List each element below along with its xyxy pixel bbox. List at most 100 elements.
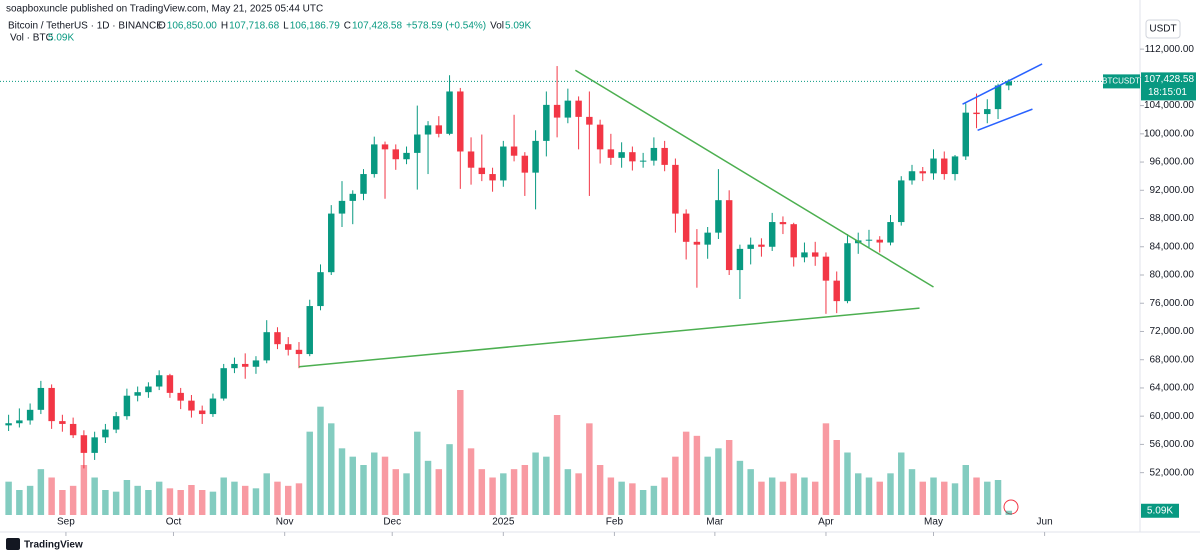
volume-bar	[91, 477, 98, 515]
candle-body	[123, 395, 131, 417]
volume-bar	[962, 465, 969, 515]
candle-body	[693, 241, 701, 245]
y-tick-label: 112,000.00	[1145, 44, 1195, 55]
candle-body	[532, 140, 539, 173]
volume-bar	[145, 490, 152, 515]
candle-body	[16, 420, 23, 424]
volume-bar	[392, 469, 399, 515]
volume-bar	[16, 490, 23, 515]
currency[interactable]: USDT	[1149, 24, 1176, 35]
volume-bar	[661, 477, 668, 515]
volume-bar	[876, 481, 883, 515]
volume-bar	[381, 456, 389, 515]
y-tick-label: 64,000.00	[1150, 383, 1195, 394]
volume-bar	[596, 465, 604, 515]
candle-body	[629, 152, 636, 162]
volume-bar	[704, 456, 711, 515]
volume-bar	[639, 490, 647, 515]
candle-body	[908, 171, 916, 181]
y-tick-label: 80,000.00	[1150, 270, 1195, 281]
candle-body	[575, 100, 582, 117]
volume-bar	[457, 390, 464, 515]
candle-body	[91, 437, 98, 453]
volume-bar	[553, 415, 561, 515]
candle-body	[328, 213, 335, 273]
currency-box[interactable]	[1145, 19, 1181, 39]
volume-bar	[252, 488, 260, 515]
ohlc-key: L	[283, 21, 289, 32]
volume-bar	[166, 488, 174, 515]
volume-bar	[349, 456, 356, 515]
candle-body	[994, 85, 1002, 110]
candle-body	[48, 387, 55, 422]
symbol-tag: BTCUSDT	[1102, 76, 1140, 85]
volume-bar	[682, 431, 690, 515]
volume-bar	[941, 481, 948, 515]
candle-body	[5, 423, 12, 426]
volume-bar	[725, 440, 733, 515]
volume-bar	[930, 477, 937, 515]
candle-body	[973, 112, 980, 115]
candle-body	[263, 332, 270, 361]
volume-bar	[650, 485, 658, 515]
candle-body	[360, 174, 367, 194]
volume-bar	[951, 483, 959, 515]
volume-bar	[446, 444, 453, 515]
candle-body	[790, 224, 797, 258]
candle-body	[747, 244, 754, 249]
volume-bar	[575, 473, 582, 515]
volume-bar	[811, 481, 819, 515]
y-tick-label: 104,000.00	[1144, 100, 1194, 111]
published-line: soapboxuncle published on TradingView.co…	[6, 4, 323, 15]
candle-body	[80, 435, 88, 453]
candle-body	[607, 149, 615, 158]
candle-body	[69, 423, 77, 436]
candle-body	[919, 171, 926, 174]
vol-legend: Vol · BTC	[10, 33, 53, 44]
volume-bar	[747, 469, 754, 515]
volume-bar	[607, 477, 615, 515]
candle-body	[285, 344, 292, 350]
trend-line	[298, 307, 920, 368]
volume-bar	[317, 406, 324, 515]
candle-body	[435, 125, 443, 134]
ohlc-key: C	[344, 21, 351, 32]
volume-bar	[715, 448, 722, 515]
vol-key: Vol	[490, 21, 504, 32]
candle-body	[801, 252, 808, 258]
candle-body	[446, 91, 453, 134]
candle-body	[704, 232, 711, 245]
ohlc-value: 106,850.00	[167, 21, 217, 32]
x-tick-label: 2025	[492, 517, 515, 528]
volume-bar	[844, 452, 851, 515]
vol-legend-value: 5.09K	[48, 33, 74, 44]
candle-body	[833, 280, 840, 302]
candle-body	[231, 363, 238, 369]
y-tick-label: 84,000.00	[1150, 241, 1195, 252]
volume-bar	[220, 477, 227, 515]
x-tick-label: Mar	[706, 517, 724, 528]
candle-body	[779, 222, 787, 225]
candle-body	[768, 222, 776, 247]
y-tick-label: 100,000.00	[1144, 128, 1194, 139]
volume-bar	[177, 490, 184, 515]
volume-bar	[908, 469, 916, 515]
volume-bar	[198, 490, 206, 515]
candle-body	[672, 164, 679, 214]
y-tick-label: 76,000.00	[1150, 298, 1195, 309]
volume-bar	[435, 469, 443, 515]
volume-bar	[338, 448, 346, 515]
countdown: 18:15:01	[1148, 87, 1187, 98]
volume-bar	[865, 477, 873, 515]
candle-body	[306, 306, 313, 355]
candle-body	[145, 386, 152, 393]
volume-bar	[973, 477, 980, 515]
candle-body	[715, 200, 722, 233]
candle-body	[338, 200, 346, 214]
volume-bar	[510, 469, 518, 515]
y-tick-label: 88,000.00	[1150, 213, 1195, 224]
candle-body	[467, 151, 475, 168]
volume-bar	[231, 481, 238, 515]
volume-bar	[672, 456, 679, 515]
candle-body	[349, 193, 356, 201]
